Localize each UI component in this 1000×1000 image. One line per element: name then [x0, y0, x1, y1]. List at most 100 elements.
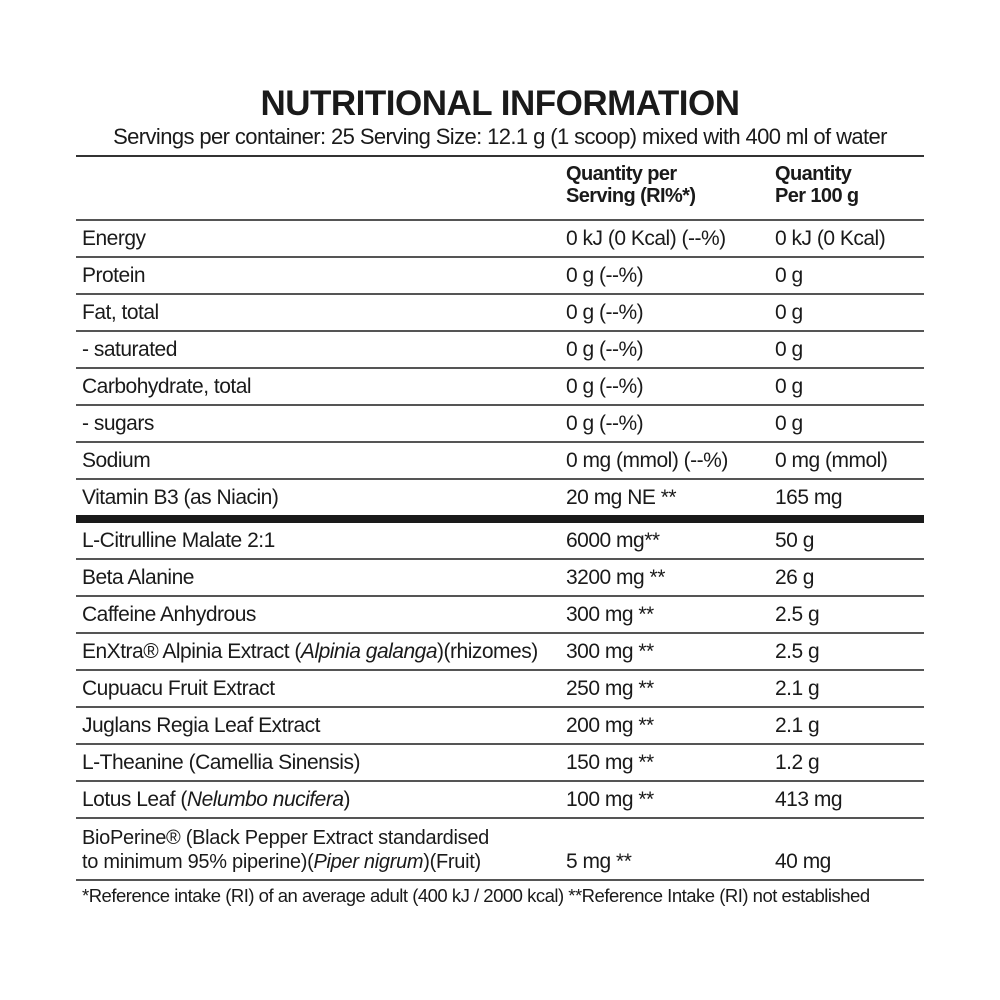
nutrient-name: - saturated	[82, 338, 177, 362]
header-quantity-per-100g: Quantity Per 100 g	[775, 163, 859, 207]
table-row: Fat, total 0 g (--%) 0 g	[76, 295, 924, 332]
nutrient-name: Vitamin B3 (as Niacin)	[82, 486, 279, 510]
header-quantity-per-serving: Quantity per Serving (RI%*)	[566, 163, 696, 207]
name-part: Fat, total	[82, 301, 159, 324]
name-part: Sodium	[82, 449, 151, 472]
serving-info: Servings per container: 25 Serving Size:…	[113, 124, 887, 149]
header-line: Serving (RI%*)	[566, 185, 696, 207]
name-part: EnXtra® Alpinia Extract (	[82, 640, 301, 663]
quantity-per-serving: 0 g (--%)	[566, 375, 644, 398]
quantity-per-serving: 20 mg NE **	[566, 486, 677, 509]
table-row: BioPerine® (Black Pepper Extract standar…	[76, 819, 924, 881]
nutrient-name: Carbohydrate, total	[82, 375, 252, 399]
table-row: Juglans Regia Leaf Extract 200 mg ** 2.1 g	[76, 708, 924, 745]
quantity-per-100g: 0 mg (mmol)	[775, 449, 888, 472]
quantity-per-100g: 0 kJ (0 Kcal)	[775, 227, 886, 250]
quantity-per-serving: 100 mg **	[566, 788, 654, 811]
quantity-per-100g: 50 g	[775, 529, 814, 552]
table-row: - sugars 0 g (--%) 0 g	[76, 406, 924, 443]
quantity-per-serving: 0 g (--%)	[566, 412, 644, 435]
name-part: - saturated	[82, 338, 177, 361]
nutrient-name: Fat, total	[82, 301, 159, 325]
name-part: Beta Alanine	[82, 566, 194, 589]
name-part: Juglans Regia Leaf Extract	[82, 714, 320, 737]
quantity-per-serving: 0 mg (mmol) (--%)	[566, 449, 728, 472]
latin-name: Alpinia galanga	[300, 640, 438, 663]
header-line: Per 100 g	[775, 185, 859, 207]
nutrition-table: Quantity per Serving (RI%*) Quantity Per…	[76, 155, 924, 881]
table-row: Sodium 0 mg (mmol) (--%) 0 mg (mmol)	[76, 443, 924, 480]
quantity-per-serving: 0 g (--%)	[566, 338, 644, 361]
quantity-per-100g: 0 g	[775, 301, 803, 324]
quantity-per-serving: 0 g (--%)	[566, 301, 644, 324]
table-row: EnXtra® Alpinia Extract (Alpinia galanga…	[76, 634, 924, 671]
quantity-per-100g: 1.2 g	[775, 751, 820, 774]
name-part: L-Theanine (Camellia Sinensis)	[82, 751, 360, 774]
nutrient-name: Cupuacu Fruit Extract	[82, 677, 275, 701]
name-part: Protein	[82, 264, 146, 287]
nutrient-name: Lotus Leaf (Nelumbo nucifera)	[82, 788, 350, 812]
nutrient-name: Caffeine Anhydrous	[82, 603, 256, 627]
quantity-per-serving: 300 mg **	[566, 603, 654, 626]
footnote: *Reference intake (RI) of an average adu…	[82, 885, 870, 906]
quantity-per-100g: 0 g	[775, 338, 803, 361]
table-row: L-Theanine (Camellia Sinensis) 150 mg ** 1…	[76, 745, 924, 782]
quantity-per-serving: 5 mg **	[566, 850, 632, 873]
name-part: to minimum 95% piperine)(	[82, 851, 314, 873]
quantity-per-serving: 0 g (--%)	[566, 264, 644, 287]
quantity-per-100g: 40 mg	[775, 850, 831, 873]
quantity-per-100g: 413 mg	[775, 788, 843, 811]
quantity-per-serving: 250 mg **	[566, 677, 654, 700]
quantity-per-serving: 200 mg **	[566, 714, 654, 737]
nutrient-name: Beta Alanine	[82, 566, 194, 590]
name-part: )(rhizomes)	[437, 640, 538, 663]
name-part: Carbohydrate, total	[82, 375, 252, 398]
table-row: Vitamin B3 (as Niacin) 20 mg NE ** 165 mg	[76, 480, 924, 523]
name-part: Energy	[82, 227, 146, 250]
name-part: Caffeine Anhydrous	[82, 603, 256, 626]
nutrient-name: Protein	[82, 264, 146, 288]
quantity-per-100g: 0 g	[775, 264, 803, 287]
table-row: L-Citrulline Malate 2:1 6000 mg** 50 g	[76, 523, 924, 560]
latin-name: Nelumbo nucifera	[186, 788, 344, 811]
quantity-per-100g: 165 mg	[775, 486, 843, 509]
quantity-per-serving: 150 mg **	[566, 751, 654, 774]
name-part: Lotus Leaf (	[82, 788, 187, 811]
quantity-per-100g: 2.1 g	[775, 677, 820, 700]
table-row: Energy 0 kJ (0 Kcal) (--%) 0 kJ (0 Kcal)	[76, 221, 924, 258]
name-part: )(Fruit)	[423, 851, 481, 873]
quantity-per-serving: 3200 mg **	[566, 566, 665, 589]
nutrient-name: EnXtra® Alpinia Extract (Alpinia galanga…	[82, 640, 538, 664]
quantity-per-100g: 26 g	[775, 566, 814, 589]
nutrient-name: L-Theanine (Camellia Sinensis)	[82, 751, 360, 775]
quantity-per-serving: 0 kJ (0 Kcal) (--%)	[566, 227, 726, 250]
nutrient-name: - sugars	[82, 412, 154, 436]
table-row: Caffeine Anhydrous 300 mg ** 2.5 g	[76, 597, 924, 634]
table-row: Beta Alanine 3200 mg ** 26 g	[76, 560, 924, 597]
nutrient-name: Energy	[82, 227, 146, 251]
table-row: - saturated 0 g (--%) 0 g	[76, 332, 924, 369]
header-line: Quantity	[775, 163, 852, 185]
page-title: NUTRITIONAL INFORMATION	[260, 84, 740, 123]
quantity-per-100g: 2.5 g	[775, 603, 820, 626]
latin-name: Piper nigrum	[313, 851, 424, 873]
name-part: Vitamin B3 (as Niacin)	[82, 486, 279, 509]
quantity-per-serving: 300 mg **	[566, 640, 654, 663]
nutrient-name: Sodium	[82, 449, 151, 473]
quantity-per-100g: 2.5 g	[775, 640, 820, 663]
quantity-per-100g: 0 g	[775, 412, 803, 435]
name-part: L-Citrulline Malate 2:1	[82, 529, 275, 552]
table-header: Quantity per Serving (RI%*) Quantity Per…	[76, 157, 924, 221]
name-part: BioPerine® (Black Pepper Extract standar…	[82, 827, 489, 849]
name-part: )	[343, 788, 351, 811]
quantity-per-100g: 0 g	[775, 375, 803, 398]
name-part: - sugars	[82, 412, 154, 435]
nutrient-name: BioPerine® (Black Pepper Extract standar…	[82, 826, 489, 874]
quantity-per-100g: 2.1 g	[775, 714, 820, 737]
table-body: Energy 0 kJ (0 Kcal) (--%) 0 kJ (0 Kcal) Pr…	[76, 221, 924, 881]
nutrient-name: L-Citrulline Malate 2:1	[82, 529, 275, 553]
name-part: Cupuacu Fruit Extract	[82, 677, 275, 700]
header-line: Quantity per	[566, 163, 677, 185]
table-row: Carbohydrate, total 0 g (--%) 0 g	[76, 369, 924, 406]
table-row: Cupuacu Fruit Extract 250 mg ** 2.1 g	[76, 671, 924, 708]
